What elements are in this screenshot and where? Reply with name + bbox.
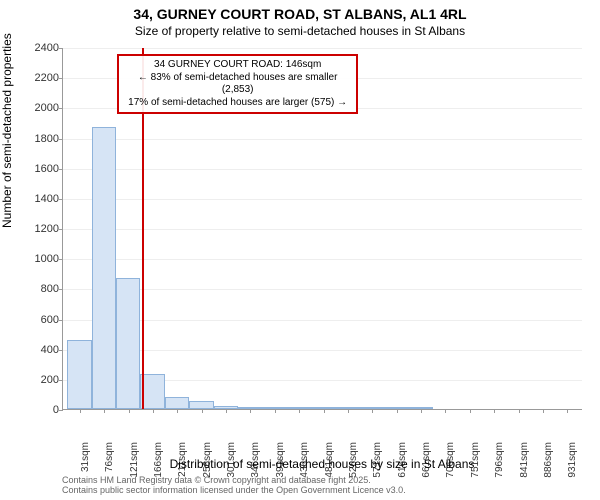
histogram-bar (67, 340, 91, 409)
annotation-box: 34 GURNEY COURT ROAD: 146sqm ← 83% of se… (117, 54, 358, 114)
footer-text: Contains HM Land Registry data © Crown c… (62, 475, 406, 496)
gridline-h (63, 350, 582, 351)
gridline-h (63, 139, 582, 140)
ytick-label: 800 (25, 283, 59, 295)
chart-subtitle: Size of property relative to semi-detach… (0, 22, 600, 38)
ytick-mark (59, 48, 63, 49)
x-axis-label: Distribution of semi-detached houses by … (62, 457, 582, 471)
xtick-mark (397, 409, 398, 413)
ytick-label: 600 (25, 314, 59, 326)
xtick-mark (324, 409, 325, 413)
ytick-mark (59, 320, 63, 321)
xtick-mark (567, 409, 568, 413)
histogram-bar (165, 397, 189, 409)
ytick-label: 2400 (25, 42, 59, 54)
histogram-bar (92, 127, 116, 409)
histogram-bar (116, 278, 140, 409)
ytick-label: 1800 (25, 133, 59, 145)
ytick-mark (59, 259, 63, 260)
xtick-mark (153, 409, 154, 413)
xtick-mark (177, 409, 178, 413)
annotation-line3: 17% of semi-detached houses are larger (… (125, 97, 350, 110)
xtick-mark (129, 409, 130, 413)
ytick-label: 2000 (25, 102, 59, 114)
gridline-h (63, 289, 582, 290)
ytick-label: 2200 (25, 72, 59, 84)
ytick-mark (59, 380, 63, 381)
xtick-mark (372, 409, 373, 413)
xtick-mark (202, 409, 203, 413)
gridline-h (63, 320, 582, 321)
gridline-h (63, 229, 582, 230)
ytick-mark (59, 78, 63, 79)
plot-area: 0200400600800100012001400160018002000220… (62, 48, 582, 410)
annotation-line2: ← 83% of semi-detached houses are smalle… (125, 72, 350, 97)
xtick-mark (80, 409, 81, 413)
footer-line2: Contains public sector information licen… (62, 485, 406, 495)
xtick-mark (348, 409, 349, 413)
xtick-mark (421, 409, 422, 413)
xtick-mark (226, 409, 227, 413)
xtick-mark (104, 409, 105, 413)
ytick-label: 200 (25, 374, 59, 386)
gridline-h (63, 48, 582, 49)
gridline-h (63, 169, 582, 170)
histogram-bar (140, 374, 164, 409)
ytick-label: 1000 (25, 253, 59, 265)
xtick-mark (470, 409, 471, 413)
ytick-mark (59, 199, 63, 200)
y-axis-label: Number of semi-detached properties (0, 33, 14, 228)
chart-title: 34, GURNEY COURT ROAD, ST ALBANS, AL1 4R… (0, 0, 600, 22)
ytick-mark (59, 350, 63, 351)
xtick-mark (445, 409, 446, 413)
chart-container: 34, GURNEY COURT ROAD, ST ALBANS, AL1 4R… (0, 0, 600, 500)
ytick-mark (59, 410, 63, 411)
footer-line1: Contains HM Land Registry data © Crown c… (62, 475, 406, 485)
ytick-label: 1200 (25, 223, 59, 235)
ytick-label: 1600 (25, 163, 59, 175)
ytick-mark (59, 289, 63, 290)
ytick-mark (59, 139, 63, 140)
xtick-mark (543, 409, 544, 413)
ytick-label: 1400 (25, 193, 59, 205)
gridline-h (63, 199, 582, 200)
annotation-line1: 34 GURNEY COURT ROAD: 146sqm (125, 59, 350, 72)
ytick-mark (59, 229, 63, 230)
gridline-h (63, 259, 582, 260)
histogram-bar (189, 401, 213, 409)
xtick-mark (494, 409, 495, 413)
xtick-mark (250, 409, 251, 413)
xtick-mark (299, 409, 300, 413)
xtick-mark (519, 409, 520, 413)
ytick-mark (59, 169, 63, 170)
ytick-label: 0 (25, 404, 59, 416)
ytick-mark (59, 108, 63, 109)
ytick-label: 400 (25, 344, 59, 356)
xtick-mark (275, 409, 276, 413)
